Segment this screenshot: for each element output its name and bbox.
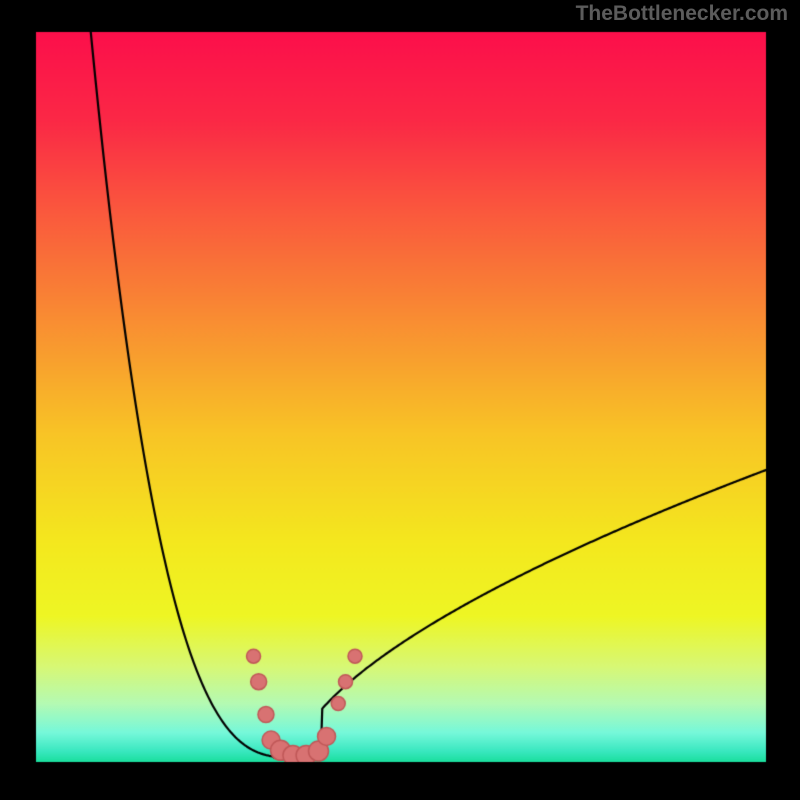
bottleneck-curve-chart	[0, 0, 800, 800]
chart-stage: TheBottlenecker.com	[0, 0, 800, 800]
